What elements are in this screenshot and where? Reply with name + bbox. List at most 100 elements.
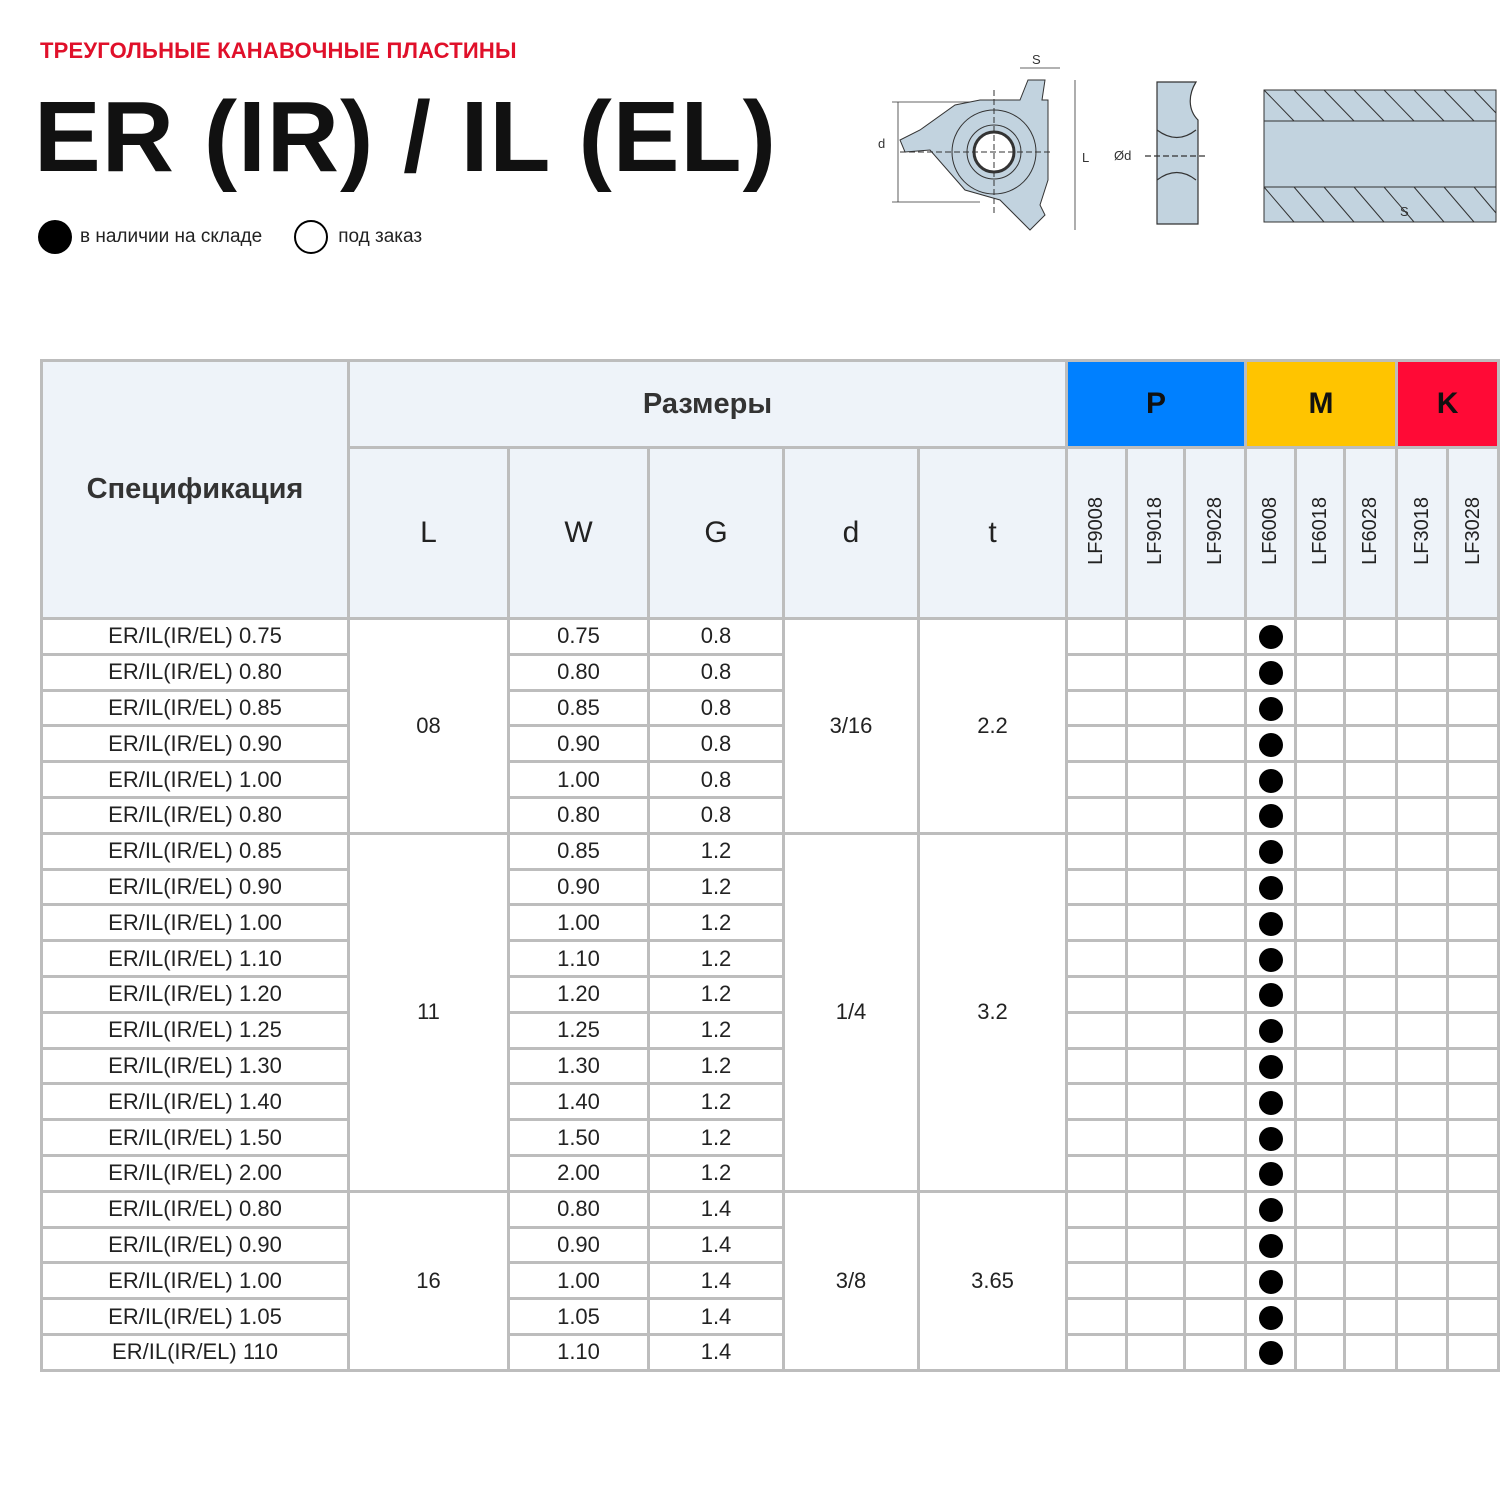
availability-cell-LF9018	[1125, 724, 1187, 764]
availability-cell-LF9018	[1125, 903, 1187, 943]
in-stock-dot-icon	[1258, 1234, 1283, 1259]
availability-cell-LF9008	[1065, 795, 1129, 835]
availability-cell-LF9008	[1065, 1153, 1129, 1193]
in-stock-dot-icon	[1258, 1055, 1283, 1080]
table-row: ER/IL(IR/EL) 1.40 1.40 1.2	[40, 1082, 1500, 1122]
availability-cell-LF6028	[1343, 867, 1399, 907]
availability-cell-LF9018	[1125, 1153, 1187, 1193]
availability-cell-LF6018	[1294, 903, 1347, 943]
t-cell: 3.65	[916, 1189, 1069, 1372]
W-cell: 0.90	[507, 724, 650, 764]
availability-cell-LF3018	[1395, 831, 1450, 871]
availability-cell-LF9018	[1125, 1118, 1187, 1157]
availability-cell-LF9018	[1125, 760, 1187, 799]
W-cell: 0.85	[507, 831, 650, 871]
W-cell: 2.00	[507, 1153, 650, 1193]
availability-cell-LF6008	[1244, 1010, 1298, 1050]
availability-cell-LF6028	[1343, 1332, 1399, 1372]
availability-cell-LF6008	[1244, 1225, 1298, 1265]
spec-cell: ER/IL(IR/EL) 0.80	[40, 1189, 350, 1229]
legend-on-order: под заказ	[338, 226, 423, 247]
availability-cell-LF9028	[1183, 1153, 1248, 1193]
in-stock-dot-icon	[1258, 983, 1283, 1008]
spec-cell: ER/IL(IR/EL) 1.00	[40, 760, 350, 799]
W-cell: 1.40	[507, 1082, 650, 1122]
availability-cell-LF3018	[1395, 688, 1450, 728]
availability-cell-LF3018	[1395, 1118, 1450, 1157]
availability-cell-LF9018	[1125, 974, 1187, 1014]
availability-cell-LF9018	[1125, 1225, 1187, 1265]
in-stock-dot-icon	[1258, 876, 1283, 901]
G-cell: 0.8	[647, 617, 785, 656]
W-cell: 0.75	[507, 617, 650, 656]
availability-cell-LF3028	[1446, 688, 1500, 728]
availability-cell-LF9028	[1183, 1046, 1248, 1086]
grade-label: LF6008	[1259, 496, 1282, 565]
grade-label: LF3028	[1461, 496, 1484, 565]
in-stock-dot-icon	[1258, 1198, 1283, 1223]
spec-cell: ER/IL(IR/EL) 0.80	[40, 652, 350, 692]
availability-cell-LF3028	[1446, 617, 1500, 656]
W-cell: 1.05	[507, 1297, 650, 1336]
spec-cell: ER/IL(IR/EL) 110	[40, 1332, 350, 1372]
availability-cell-LF3028	[1446, 724, 1500, 764]
dimensions-header: Размеры	[346, 359, 1069, 449]
availability-cell-LF9018	[1125, 1297, 1187, 1336]
availability-cell-LF6008	[1244, 652, 1298, 692]
availability-cell-LF3028	[1446, 867, 1500, 907]
subtitle: ТРЕУГОЛЬНЫЕ КАНАВОЧНЫЕ ПЛАСТИНЫ	[40, 38, 517, 63]
W-cell: 1.00	[507, 1261, 650, 1301]
availability-cell-LF3028	[1446, 903, 1500, 943]
insert-side-view	[1145, 81, 1205, 225]
availability-cell-LF9008	[1065, 688, 1129, 728]
G-cell: 0.8	[647, 688, 785, 728]
label-L: L	[1082, 150, 1089, 165]
availability-cell-LF6008	[1244, 1082, 1298, 1122]
availability-cell-LF9008	[1065, 867, 1129, 907]
G-cell: 1.2	[647, 1118, 785, 1157]
table-row: ER/IL(IR/EL) 0.90 0.90 0.8	[40, 724, 1500, 764]
availability-cell-LF6018	[1294, 1046, 1347, 1086]
W-cell: 0.80	[507, 652, 650, 692]
G-cell: 1.4	[647, 1261, 785, 1301]
legend-in-stock: в наличии на складе	[80, 226, 263, 247]
availability-cell-LF6018	[1294, 1153, 1347, 1193]
availability-cell-LF3028	[1446, 1082, 1500, 1122]
table-row: ER/IL(IR/EL) 0.85 11 0.85 1.2 1/4 3.2	[40, 831, 1500, 1193]
spec-cell: ER/IL(IR/EL) 1.30	[40, 1046, 350, 1086]
availability-cell-LF9008	[1065, 617, 1129, 656]
availability-cell-LF3018	[1395, 724, 1450, 764]
availability-cell-LF3028	[1446, 1225, 1500, 1265]
availability-cell-LF3028	[1446, 1189, 1500, 1229]
availability-cell-LF6028	[1343, 760, 1399, 799]
availability-cell-LF9028	[1183, 831, 1248, 871]
availability-cell-LF6008	[1244, 867, 1298, 907]
in-stock-dot-icon	[1258, 697, 1283, 722]
table-row: ER/IL(IR/EL) 2.00 2.00 1.2	[40, 1153, 1500, 1193]
availability-cell-LF3028	[1446, 939, 1500, 978]
W-cell: 0.85	[507, 688, 650, 728]
availability-cell-LF9028	[1183, 688, 1248, 728]
availability-cell-LF9028	[1183, 724, 1248, 764]
spec-cell: ER/IL(IR/EL) 1.00	[40, 903, 350, 943]
availability-cell-LF9018	[1125, 831, 1187, 871]
availability-cell-LF3018	[1395, 652, 1450, 692]
availability-cell-LF6018	[1294, 974, 1347, 1014]
availability-cell-LF9018	[1125, 795, 1187, 835]
spec-cell: ER/IL(IR/EL) 1.40	[40, 1082, 350, 1122]
availability-cell-LF9028	[1183, 1189, 1248, 1229]
availability-cell-LF6008	[1244, 1332, 1298, 1372]
spec-cell: ER/IL(IR/EL) 0.85	[40, 831, 350, 871]
G-cell: 1.2	[647, 1010, 785, 1050]
spec-cell: ER/IL(IR/EL) 1.25	[40, 1010, 350, 1050]
availability-cell-LF3018	[1395, 1153, 1450, 1193]
availability-cell-LF9028	[1183, 795, 1248, 835]
availability-cell-LF6008	[1244, 760, 1298, 799]
in-stock-dot-icon	[1258, 911, 1283, 936]
availability-cell-LF6018	[1294, 760, 1347, 799]
dim-header-W: W	[507, 446, 650, 620]
availability-cell-LF6028	[1343, 1082, 1399, 1122]
G-cell: 1.4	[647, 1297, 785, 1336]
availability-cell-LF6018	[1294, 652, 1347, 692]
in-stock-dot-icon	[1258, 732, 1283, 757]
